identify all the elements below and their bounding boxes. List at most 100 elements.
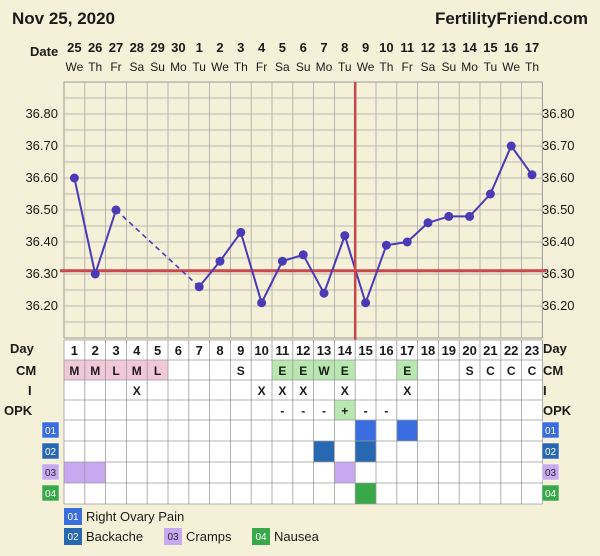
y-tick-left: 36.80 xyxy=(25,106,58,121)
intercourse-row-label-right: I xyxy=(543,383,547,398)
temperature-point xyxy=(361,298,371,308)
date-label: 9 xyxy=(362,40,369,55)
legend-code: 02 xyxy=(67,532,79,543)
legend-code: 04 xyxy=(255,532,267,543)
date-label: 29 xyxy=(150,40,164,55)
temperature-point xyxy=(423,218,433,228)
cycle-day-label: 12 xyxy=(296,343,310,358)
opk-result: + xyxy=(341,404,348,418)
cm-value: E xyxy=(403,364,411,378)
intercourse-mark: X xyxy=(258,384,266,398)
temperature-point xyxy=(340,231,350,241)
temperature-point xyxy=(485,189,495,199)
legend-badge-01 xyxy=(64,508,82,525)
date-label: 5 xyxy=(279,40,286,55)
chart-date-header: Nov 25, 2020 xyxy=(12,9,115,28)
site-name: FertilityFriend.com xyxy=(435,9,588,28)
symptom-badge-left xyxy=(41,484,60,502)
date-label: 28 xyxy=(130,40,144,55)
weekday-label: Sa xyxy=(275,60,290,74)
y-tick-left: 36.60 xyxy=(25,170,58,185)
cm-highlight xyxy=(105,360,127,380)
temperature-segment xyxy=(198,260,221,288)
temperature-segment xyxy=(219,231,242,262)
temperature-gap-segment xyxy=(115,209,200,288)
opk-result: - xyxy=(364,404,368,418)
date-label: 14 xyxy=(462,40,477,55)
date-header-row: 25 We 26 Th 27 Fr 28 Sa 29 Su 30 Mo 1 Tu 2 We 3 Th 4 Fr 5 Sa 6… xyxy=(66,40,540,74)
date-label: 13 xyxy=(442,40,456,55)
temperature-point xyxy=(506,141,516,151)
cycle-day-label: 1 xyxy=(71,343,78,358)
y-tick-right: 36.20 xyxy=(542,298,575,313)
legend-label: Cramps xyxy=(186,529,232,544)
cycle-day-label: 15 xyxy=(358,343,372,358)
symptom-badge-right xyxy=(541,484,560,502)
cm-value: E xyxy=(341,364,349,378)
symptom-cell-01 xyxy=(396,420,418,441)
cm-value: M xyxy=(90,364,100,378)
opk-positive-cell xyxy=(334,400,356,420)
legend-code: 03 xyxy=(167,532,179,543)
cycle-day-label: 11 xyxy=(276,343,290,358)
cm-highlight xyxy=(272,360,293,380)
temperature-point xyxy=(277,256,287,266)
cm-highlight xyxy=(84,360,106,380)
date-label: 6 xyxy=(300,40,307,55)
cm-row-label-right: CM xyxy=(543,363,563,378)
cm-highlight xyxy=(313,360,335,380)
legend-label: Nausea xyxy=(274,529,320,544)
temperature-segment xyxy=(239,232,263,304)
weekday-label: We xyxy=(66,60,84,74)
y-tick-right: 36.40 xyxy=(542,234,575,249)
day-row-bg xyxy=(64,340,543,360)
date-label: 26 xyxy=(88,40,102,55)
opk-result: - xyxy=(384,404,388,418)
temperature-segment xyxy=(73,177,97,275)
cycle-day-label: 18 xyxy=(421,343,435,358)
temperature-segment xyxy=(489,145,513,195)
cycle-day-label: 6 xyxy=(175,343,182,358)
cm-value: C xyxy=(528,364,537,378)
symptom-code-left: 01 xyxy=(45,426,57,437)
cm-value: L xyxy=(112,364,119,378)
table-row-bg xyxy=(64,380,543,400)
opk-result: - xyxy=(280,404,284,418)
intercourse-mark: X xyxy=(278,384,286,398)
cycle-day-label: 21 xyxy=(483,343,497,358)
temperature-point xyxy=(194,282,204,292)
symptom-badge-right xyxy=(541,421,560,439)
symptom-code-right: 04 xyxy=(545,489,557,500)
cycle-day-label: 13 xyxy=(317,343,331,358)
cm-value: E xyxy=(299,364,307,378)
legend-label: Backache xyxy=(86,529,143,544)
table-row-bg xyxy=(64,483,543,504)
legend-badge-04 xyxy=(252,528,270,545)
symptom-code-left: 02 xyxy=(45,447,57,458)
cycle-day-label: 8 xyxy=(216,343,223,358)
cycle-day-label: 3 xyxy=(112,343,119,358)
weekday-label: Su xyxy=(150,60,165,74)
day-row-label-right: Day xyxy=(543,341,568,356)
cycle-day-label: 22 xyxy=(504,343,518,358)
temperature-point xyxy=(298,250,308,260)
date-row-label: Date xyxy=(30,44,58,59)
y-tick-right: 36.30 xyxy=(542,266,575,281)
temperature-segment xyxy=(468,193,492,218)
cm-highlight xyxy=(396,360,418,380)
symptom-code-left: 04 xyxy=(45,489,57,500)
cycle-day-label: 16 xyxy=(379,343,393,358)
y-tick-right: 36.60 xyxy=(542,170,575,185)
weekday-label: We xyxy=(357,60,375,74)
y-tick-left: 36.30 xyxy=(25,266,58,281)
observation-table: 1 2 3 4 5 6 7 8 9 10 11 12 13 14 15 16 17 18 19 20 21 22 23M M L… xyxy=(41,339,560,505)
weekday-label: Fr xyxy=(110,60,121,74)
intercourse-mark: X xyxy=(299,384,307,398)
cm-highlight xyxy=(147,360,168,380)
cm-value: E xyxy=(278,364,286,378)
weekday-label: Fr xyxy=(256,60,267,74)
weekday-label: Su xyxy=(296,60,311,74)
weekday-label: Tu xyxy=(484,60,498,74)
weekday-label: Su xyxy=(441,60,456,74)
